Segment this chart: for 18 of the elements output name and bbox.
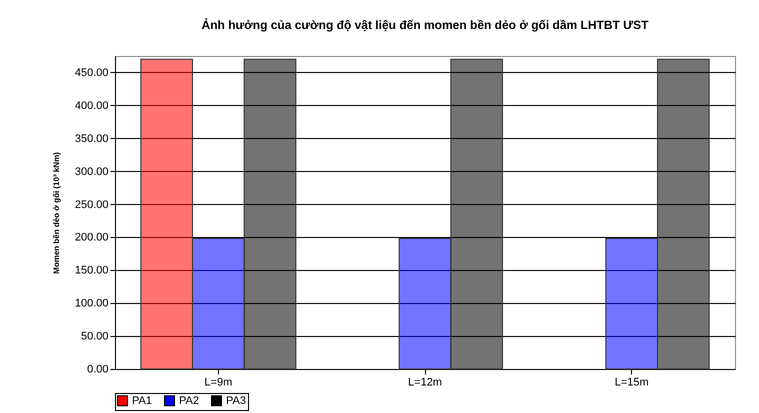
y-tick-label: 150.00	[74, 264, 108, 277]
y-tick-label: 400.00	[74, 100, 108, 112]
x-tick-label: L=15m	[614, 376, 649, 388]
y-tick-label: 100.00	[74, 298, 108, 310]
y-axis-title: Momen bền dẻo ở gối (10³ kNm)	[52, 152, 61, 274]
y-tick-label: 450.00	[74, 66, 108, 79]
x-tick-label: L=9m	[204, 376, 232, 388]
y-tick-label: 50.00	[80, 330, 108, 343]
y-tick-label: 350.00	[74, 132, 108, 145]
y-tick-label: 250.00	[74, 198, 108, 211]
chart-title: Ảnh hưởng của cường độ vật liệu đến momen bền dẻo ở gối dầm LHTBT ƯST	[202, 18, 650, 32]
x-tick-label: L=12m	[408, 376, 442, 388]
legend-label: PA1	[132, 394, 152, 407]
y-tick-label: 0.00	[87, 364, 108, 376]
legend-label: PA3	[226, 394, 246, 407]
y-tick-label: 300.00	[74, 166, 108, 178]
y-tick-label: 200.00	[74, 232, 108, 244]
legend-label: PA2	[179, 394, 199, 407]
